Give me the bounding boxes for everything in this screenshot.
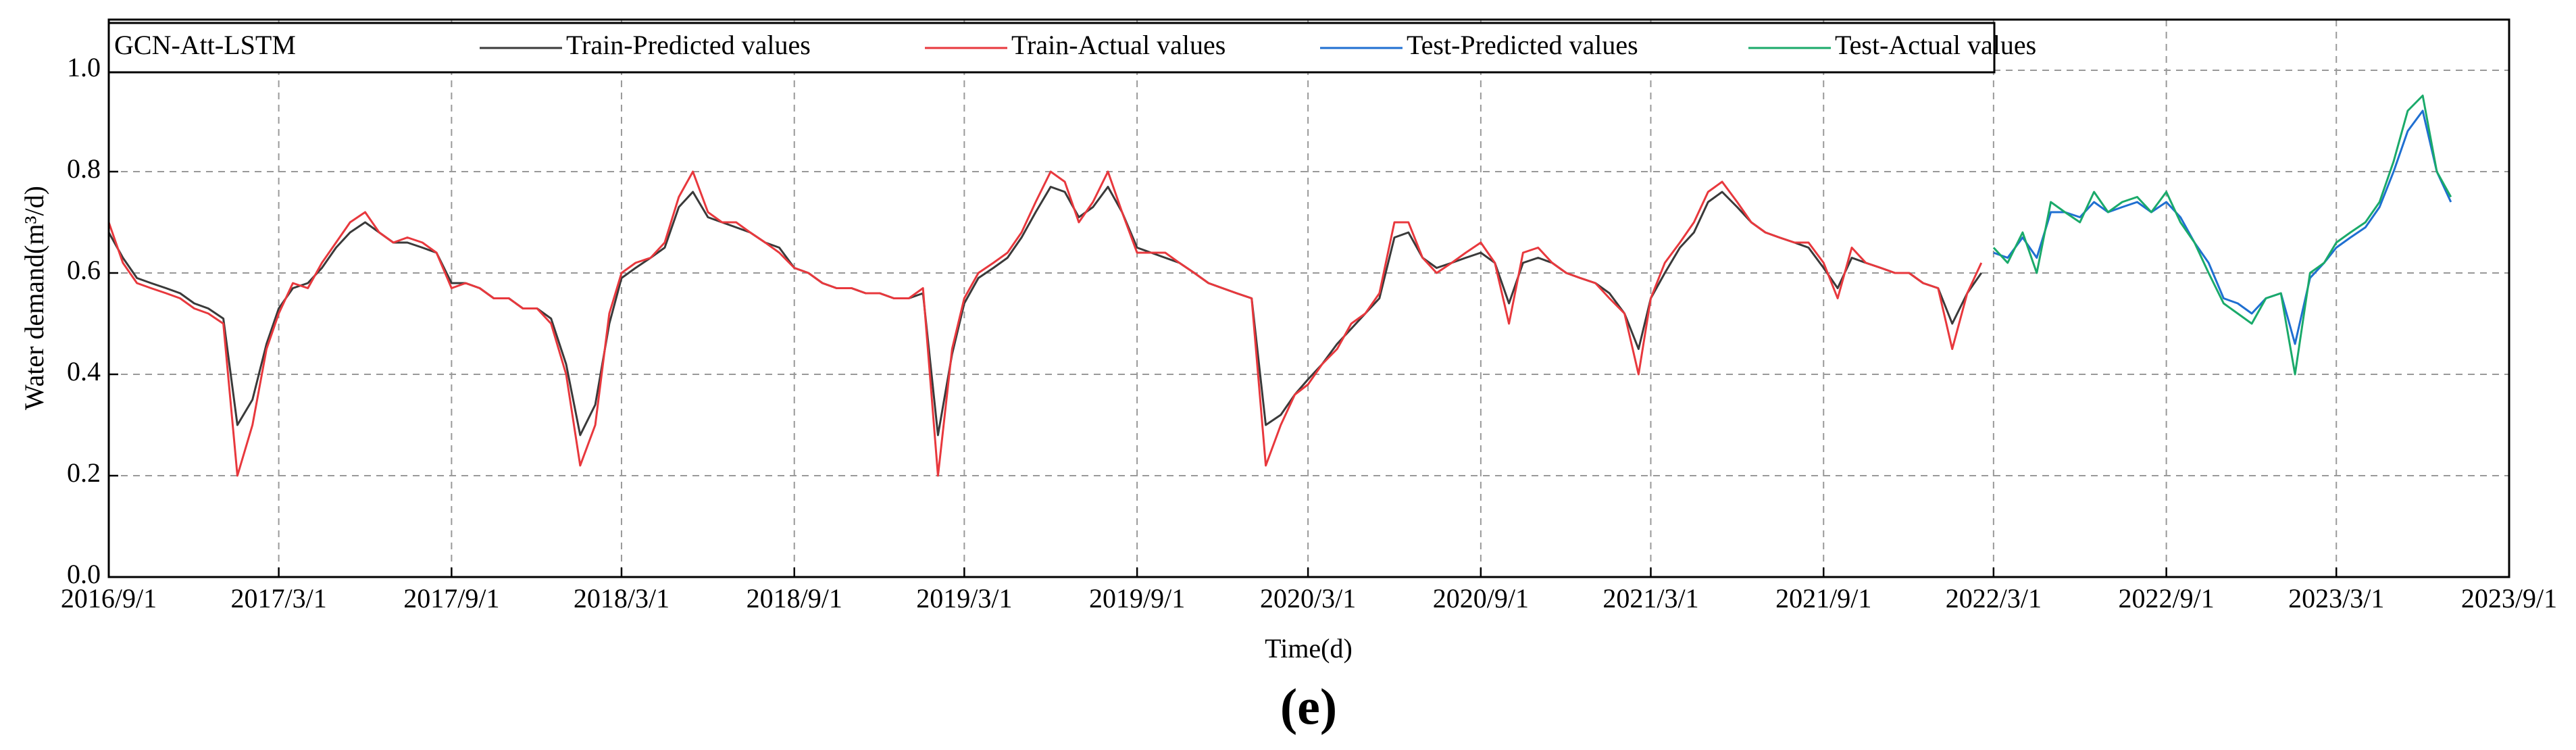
x-tick-label: 2022/9/1 xyxy=(2119,583,2215,614)
x-tick-label: 2018/9/1 xyxy=(747,583,842,614)
series-line xyxy=(107,186,1983,436)
legend-label: Test-Predicted values xyxy=(1407,30,1638,60)
x-tick-label: 2020/3/1 xyxy=(1260,583,1356,614)
y-tick-label: 0.2 xyxy=(67,457,101,488)
x-tick-label: 2021/9/1 xyxy=(1775,583,1871,614)
x-tick-label: 2019/9/1 xyxy=(1089,583,1185,614)
series-line xyxy=(107,170,1983,477)
y-tick-label: 1.0 xyxy=(67,52,101,82)
x-tick-label: 2017/9/1 xyxy=(403,583,499,614)
caption: (e) xyxy=(1280,678,1337,735)
x-tick-label: 2023/9/1 xyxy=(2461,583,2557,614)
x-tick-label: 2019/3/1 xyxy=(916,583,1012,614)
legend-label: Train-Predicted values xyxy=(566,30,811,60)
x-tick-label: 2018/3/1 xyxy=(574,583,670,614)
y-tick-label: 0.0 xyxy=(67,559,101,589)
legend-box xyxy=(107,22,1996,74)
y-tick-label: 0.6 xyxy=(67,255,101,285)
y-axis-label: Water demand(m³/d) xyxy=(19,186,49,410)
legend-label: Test-Actual values xyxy=(1835,30,2036,60)
series-line xyxy=(1993,109,2452,345)
x-tick-label: 2020/9/1 xyxy=(1433,583,1529,614)
legend-title: GCN-Att-LSTM xyxy=(114,30,296,60)
x-tick-label: 2021/3/1 xyxy=(1602,583,1698,614)
x-tick-label: 2016/9/1 xyxy=(61,583,157,614)
y-tick-label: 0.4 xyxy=(67,356,101,386)
y-tick-label: 0.8 xyxy=(67,153,101,184)
x-tick-label: 2023/3/1 xyxy=(2288,583,2384,614)
x-axis-label: Time(d) xyxy=(1265,633,1353,664)
series-line xyxy=(1992,95,2452,376)
legend-label: Train-Actual values xyxy=(1011,30,1226,60)
x-tick-label: 2022/3/1 xyxy=(1946,583,2042,614)
plot-frame xyxy=(107,18,2510,578)
x-tick-label: 2017/3/1 xyxy=(230,583,326,614)
